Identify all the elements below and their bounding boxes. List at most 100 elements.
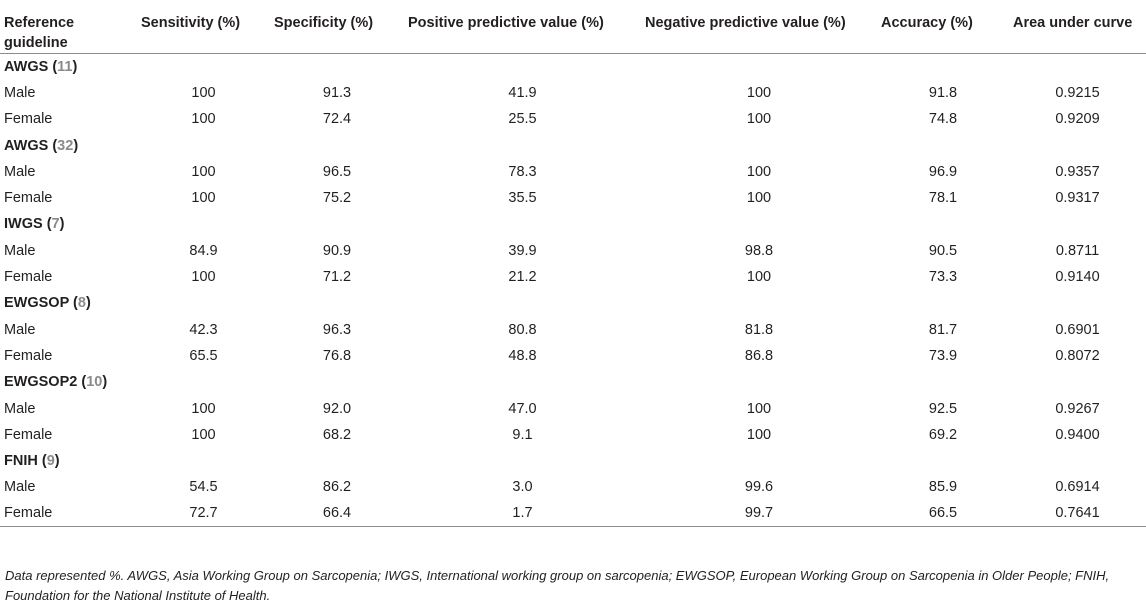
table-cell: 78.1 [928,190,958,207]
row-label: Male [4,321,36,338]
group-label: FNIH (9) [4,453,60,470]
table-cell: 71.2 [322,269,352,286]
table-cell: 100 [191,190,216,207]
citation-ref: 32 [57,137,74,154]
table-cell: 65.5 [189,347,218,364]
table-cell: 100 [191,400,216,417]
citation-ref: 11 [57,58,73,75]
table-cell: 92.0 [322,400,352,417]
table-cell: 54.5 [189,479,218,496]
table-cell: 42.3 [189,321,218,338]
table-cell: 80.8 [508,321,537,338]
table-cell: 9.1 [512,426,533,443]
group-row: EWGSOP (8) [0,290,1146,316]
group-label: EWGSOP (8) [4,295,91,312]
group-name: EWGSOP [4,295,69,312]
row-label: Female [4,190,53,207]
table-cell: 81.8 [744,321,774,338]
table-cell: 39.9 [508,242,537,259]
header-specificity: Specificity (%) [274,15,374,31]
group-label: IWGS (7) [4,216,65,233]
table-cell: 0.8711 [1055,242,1100,259]
table-body: AWGS (11) Male 100 91.3 41.9 100 91.8 0.9215 Fem… [0,54,1146,527]
header-reference-guideline: Reference guideline [4,15,75,51]
group-name: AWGS [4,58,49,75]
table-footnote: Data represented %. AWGS, Asia Working G… [5,568,1110,603]
table-cell: 100 [191,163,216,180]
table-cell: 0.7641 [1055,505,1100,522]
table-row: Male 100 92.0 47.0 100 92.5 0.9267 [0,395,1146,421]
row-label: Female [4,426,53,443]
table-row: Male 100 91.3 41.9 100 91.8 0.9215 [0,80,1146,106]
table-row: Female 100 72.4 25.5 100 74.8 0.9209 [0,106,1146,132]
table-cell: 48.8 [508,347,537,364]
table-cell: 100 [191,84,216,101]
group-row: IWGS (7) [0,211,1146,237]
header-npv: Negative predictive value (%) [645,15,846,31]
table-cell: 66.4 [322,505,352,522]
table-cell: 73.9 [928,347,958,364]
results-table: Reference guideline Sensitivity (%) Spec… [0,0,1146,527]
group-label: AWGS (11) [4,58,78,75]
header-sensitivity: Sensitivity (%) [141,15,241,31]
group-name: EWGSOP2 [4,374,78,391]
header-accuracy: Accuracy (%) [881,15,973,31]
table-cell: 1.7 [512,505,533,522]
table-cell: 99.7 [744,505,774,522]
group-row: AWGS (11) [0,54,1146,80]
table-cell: 85.9 [928,479,958,496]
table-cell: 98.8 [744,242,774,259]
table-cell: 100 [191,426,216,443]
table-cell: 0.9400 [1055,426,1100,443]
table-cell: 0.9140 [1055,269,1100,286]
table-cell: 0.6914 [1055,479,1100,496]
table-cell: 0.9267 [1055,400,1100,417]
table-cell: 0.6901 [1055,321,1100,338]
table-cell: 86.2 [322,479,352,496]
table-cell: 47.0 [508,400,537,417]
table-cell: 0.8072 [1055,347,1100,364]
table-cell: 0.9357 [1055,163,1100,180]
table-row: Male 54.5 86.2 3.0 99.6 85.9 0.6914 [0,474,1146,500]
group-label: AWGS (32) [4,137,79,154]
group-row: EWGSOP2 (10) [0,369,1146,395]
table-cell: 68.2 [322,426,352,443]
citation-ref: 7 [51,216,60,233]
group-name: IWGS [4,216,43,233]
row-label: Female [4,505,53,522]
table-cell: 100 [746,426,772,443]
row-label: Male [4,400,36,417]
table-cell: 3.0 [512,479,533,496]
table-cell: 100 [746,190,772,207]
group-row: FNIH (9) [0,448,1146,474]
table-row: Female 65.5 76.8 48.8 86.8 73.9 0.8072 [0,343,1146,369]
table-cell: 76.8 [322,347,352,364]
table-cell: 74.8 [928,111,958,128]
table-cell: 92.5 [928,400,958,417]
table-cell: 91.3 [322,84,352,101]
citation-ref: 10 [86,374,103,391]
table-cell: 35.5 [508,190,537,207]
header-ppv: Positive predictive value (%) [408,15,604,31]
row-label: Male [4,479,36,496]
group-row: AWGS (32) [0,132,1146,158]
table-cell: 0.9215 [1055,84,1100,101]
header-auc: Area under curve [1013,15,1133,31]
row-label: Female [4,269,53,286]
table-cell: 100 [191,269,216,286]
table-row: Male 100 96.5 78.3 100 96.9 0.9357 [0,159,1146,185]
row-label: Female [4,111,53,128]
table-cell: 86.8 [744,347,774,364]
table-cell: 81.7 [928,321,958,338]
table-cell: 0.9317 [1055,190,1100,207]
table-cell: 100 [746,400,772,417]
table-cell: 100 [746,269,772,286]
table-cell: 96.5 [322,163,352,180]
table-cell: 96.9 [928,163,958,180]
table-cell: 69.2 [928,426,958,443]
table-cell: 25.5 [508,111,537,128]
table-header-row: Reference guideline Sensitivity (%) Spec… [0,0,1146,54]
table-cell: 96.3 [322,321,352,338]
table-cell: 100 [746,84,772,101]
